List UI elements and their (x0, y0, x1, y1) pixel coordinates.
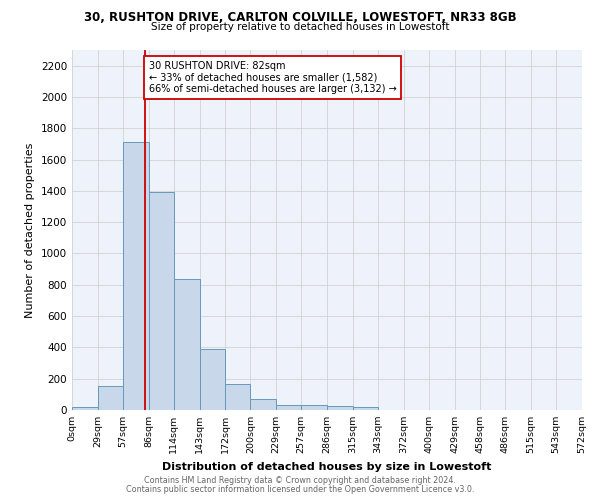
Bar (149, 192, 173, 410)
Text: 30 RUSHTON DRIVE: 82sqm
← 33% of detached houses are smaller (1,582)
66% of semi: 30 RUSHTON DRIVE: 82sqm ← 33% of detache… (149, 61, 397, 94)
X-axis label: Distribution of detached houses by size in Lowestoft: Distribution of detached houses by size … (163, 462, 491, 471)
Text: 30, RUSHTON DRIVE, CARLTON COLVILLE, LOWESTOFT, NR33 8GB: 30, RUSHTON DRIVE, CARLTON COLVILLE, LOW… (83, 11, 517, 24)
Bar (250, 399, 276, 410)
Bar (72, 407, 98, 410)
Bar (199, 349, 226, 410)
Text: Contains public sector information licensed under the Open Government Licence v3: Contains public sector information licen… (126, 485, 474, 494)
Text: Contains HM Land Registry data © Crown copyright and database right 2024.: Contains HM Land Registry data © Crown c… (144, 476, 456, 485)
Bar (123, 142, 149, 410)
Bar (353, 407, 378, 410)
Bar (301, 406, 327, 410)
Bar (276, 404, 301, 410)
Bar (98, 386, 123, 410)
Text: Size of property relative to detached houses in Lowestoft: Size of property relative to detached ho… (151, 22, 449, 32)
Bar (226, 384, 250, 410)
Bar (327, 406, 353, 410)
Y-axis label: Number of detached properties: Number of detached properties (25, 142, 35, 318)
Bar (173, 280, 199, 410)
